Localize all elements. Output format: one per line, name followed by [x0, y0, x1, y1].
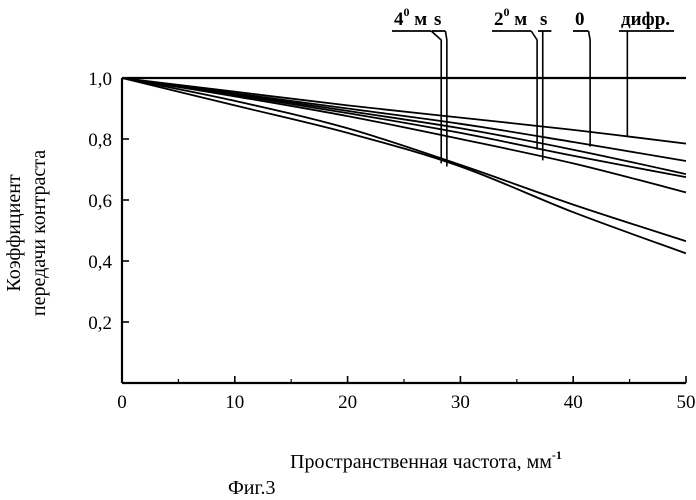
x-tick-label: 40 — [564, 392, 583, 413]
annotation-leader-line — [531, 31, 537, 150]
annotation-label: 20 м — [494, 5, 527, 30]
x-tick-label: 10 — [225, 392, 244, 413]
x-tick-label: 50 — [677, 392, 696, 413]
series-line-7 — [122, 78, 686, 241]
y-tick-label: 0,4 — [88, 252, 112, 273]
axes — [122, 78, 686, 383]
x-tick-label: 20 — [338, 392, 357, 413]
y-tick-label: 0,8 — [88, 130, 112, 151]
x-tick-label: 30 — [451, 392, 470, 413]
y-tick-label: 1,0 — [88, 69, 112, 90]
annotation-leader-line — [589, 31, 591, 147]
x-axis-label-superscript: -1 — [552, 448, 562, 462]
y-axis-label-line-1: Коэффициент — [3, 174, 25, 292]
annotation-label: 0 — [575, 9, 585, 30]
y-axis-label-line-2: передачи контраста — [28, 150, 50, 316]
annotation-label: дифр. — [621, 9, 670, 30]
x-tick-label: 0 — [117, 392, 127, 413]
series-line-2 — [122, 78, 686, 144]
annotation-label: s — [434, 9, 441, 30]
annotation-label: s — [540, 9, 547, 30]
series-group — [122, 78, 686, 253]
annotation-leader-line — [431, 31, 441, 163]
y-tick-label: 0,2 — [88, 313, 112, 334]
annotation-leader-line — [445, 31, 446, 166]
x-axis-label-text: Пространственная частота, мм — [290, 451, 552, 473]
y-tick-label: 0,6 — [88, 191, 112, 212]
x-axis-label: Пространственная частота, мм-1 — [290, 448, 562, 473]
series-line-8 — [122, 78, 686, 253]
annotation-label: 40 м — [394, 5, 427, 30]
figure-caption: Фиг.3 — [228, 477, 275, 499]
